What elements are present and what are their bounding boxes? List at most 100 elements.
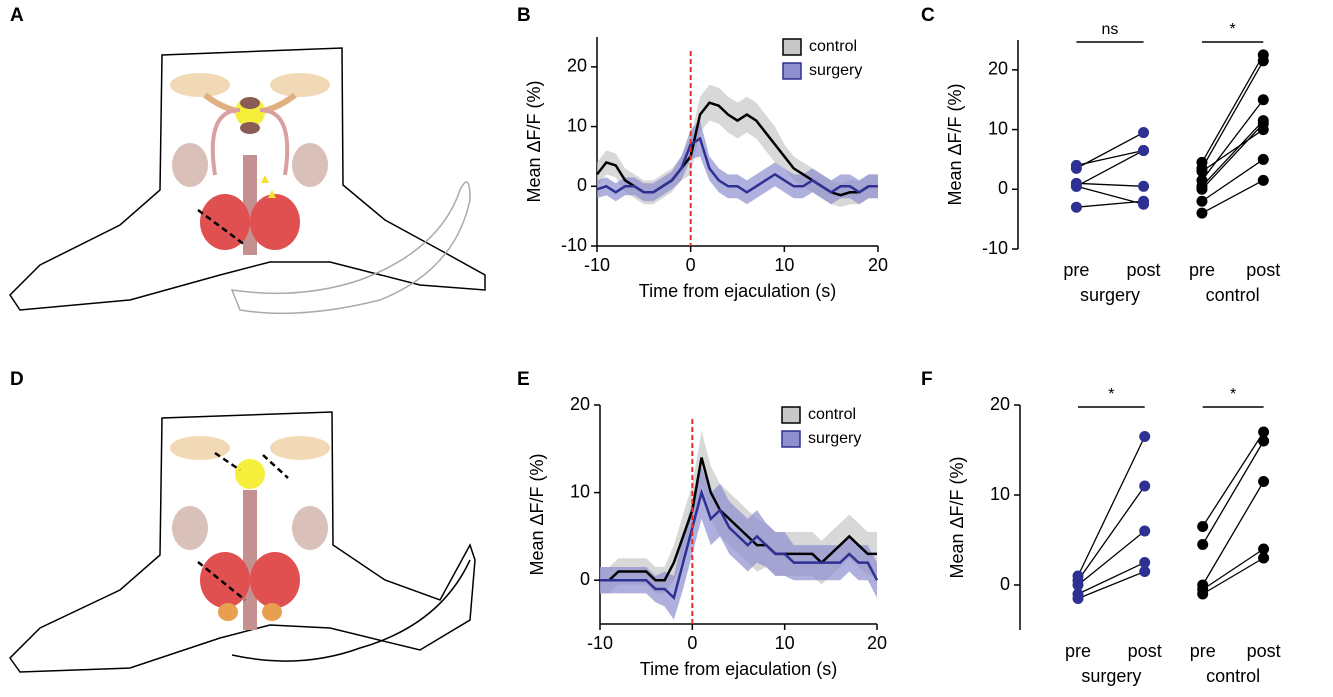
group-label: surgery [1081,666,1141,686]
x-tick-label: pre [1063,260,1089,280]
pair-line [1202,481,1265,586]
x-tick-label: 10 [774,255,794,275]
y-axis-label: Mean ΔF/F (%) [947,456,967,578]
panel-label: C [921,5,935,26]
x-tick-label: -10 [584,255,610,275]
x-tick-label: 0 [686,255,696,275]
pair-line [1202,431,1265,527]
dot [1196,207,1208,219]
x-tick-label: 20 [867,633,887,653]
line [600,488,879,601]
x-tick-label: 0 [687,633,697,653]
pair-line [1202,548,1264,591]
dot [1257,174,1269,186]
group-label: control [1206,285,1260,305]
y-tick-label: 10 [570,481,590,501]
error-band [600,466,877,620]
x-axis-label: Time from ejaculation (s) [640,659,837,679]
x-tick-label: post [1128,641,1162,661]
dot [1258,426,1270,438]
pair-line [1076,131,1144,169]
dot [1197,521,1209,532]
x-tick-label: 20 [868,255,888,275]
x-tick-label: pre [1189,260,1215,280]
significance-label: * [1230,21,1236,38]
y-tick-label: 20 [988,59,1008,79]
significance-label: ns [1102,21,1119,38]
pair-line [1077,570,1145,600]
dot [1139,557,1151,568]
panel-label: A [10,5,24,26]
dot [1070,162,1082,174]
dot [1139,431,1151,442]
dot [1196,183,1208,195]
pair-line [1077,561,1145,595]
y-tick-label: -10 [561,235,587,255]
pair-line [1201,123,1264,190]
legend-swatch [781,430,801,448]
x-tick-label: -10 [587,633,613,653]
group-label: surgery [1080,285,1140,305]
line [600,457,877,582]
x-tick-label: pre [1065,641,1091,661]
y-tick-label: -10 [982,238,1008,258]
y-axis-label: Mean ΔF/F (%) [527,453,547,575]
dot [1138,127,1150,139]
legend-swatch [782,38,802,56]
pair-line [1076,149,1144,187]
pair-line [1076,200,1144,208]
y-tick-label: 20 [567,56,587,76]
legend-label: control [808,406,856,423]
y-tick-label: 20 [990,394,1010,414]
pair-line [1202,557,1264,595]
significance-label: * [1230,386,1236,403]
legend-swatch [782,62,802,80]
y-tick-label: 0 [580,569,590,589]
pair-line [1076,182,1144,187]
panel-label: B [517,5,531,26]
dot [1197,588,1209,600]
significance-label: * [1108,386,1114,403]
y-axis-label: Mean ΔF/F (%) [945,83,965,205]
dot [1138,144,1150,156]
y-tick-label: 0 [998,178,1008,198]
y-tick-label: 10 [990,484,1010,504]
dot [1257,94,1269,106]
dot [1258,435,1270,447]
pair-line [1201,99,1264,181]
x-tick-label: post [1246,260,1280,280]
pair-line [1201,54,1264,163]
panel-label: E [517,369,530,390]
diagram-d [9,411,476,673]
pair-line [1201,158,1264,202]
legend-swatch [781,406,801,424]
x-tick-label: post [1247,641,1281,661]
dot [1139,525,1151,537]
dot [1139,480,1151,492]
dot [1072,579,1084,591]
dot [1258,543,1270,555]
y-tick-label: 10 [567,115,587,135]
x-tick-label: pre [1190,641,1216,661]
legend-label: surgery [809,62,862,79]
panel-label: F [921,369,933,390]
dot [1258,476,1270,487]
legend-label: surgery [808,430,861,447]
pair-line [1077,485,1146,581]
dot [1070,180,1082,192]
x-axis-label: Time from ejaculation (s) [639,281,836,301]
y-tick-label: 20 [570,394,590,414]
pair-line [1201,179,1264,214]
pair-line [1201,60,1264,169]
dot [1138,180,1150,192]
legend-label: control [809,38,857,55]
dot [1070,201,1082,213]
pair-line [1076,185,1144,205]
diagram-a [9,47,486,315]
pair-line [1201,120,1264,187]
dot [1196,195,1208,207]
dot [1072,593,1084,604]
dot [1257,124,1269,136]
x-tick-label: 10 [775,633,795,653]
